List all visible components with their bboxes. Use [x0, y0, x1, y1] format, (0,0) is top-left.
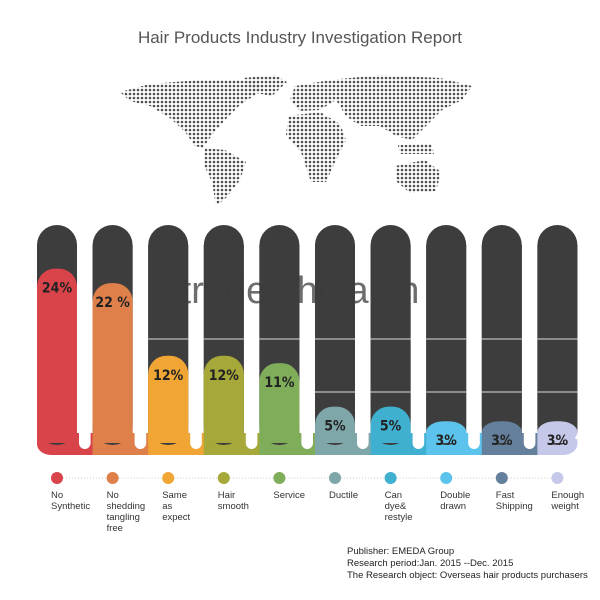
legend-dot: [217, 472, 230, 484]
category-label-line: smooth: [217, 501, 249, 512]
australia-shape: [395, 160, 441, 193]
legend-dot: [106, 472, 119, 484]
bar-gap: [523, 215, 536, 449]
bar-fill: [426, 439, 467, 443]
bar-fill: [37, 286, 77, 443]
value-label: 22 %: [95, 295, 130, 311]
bar-gap: [79, 215, 91, 449]
category-label: Ductile: [329, 490, 389, 501]
greenland-shape: [243, 75, 287, 96]
value-label: 24%: [42, 281, 73, 297]
value-label: 3%: [491, 433, 513, 449]
bar-fill: [315, 424, 355, 443]
category-label-line: Fast: [495, 490, 515, 501]
value-label: 5%: [380, 419, 402, 435]
value-label: 5%: [324, 419, 346, 435]
legend-dot: [495, 472, 508, 484]
category-label-line: free: [106, 523, 123, 534]
category-label-line: Hair: [217, 490, 236, 501]
value-label: 3%: [547, 433, 569, 449]
category-label-line: expect: [162, 512, 191, 523]
chart-title: Hair Products Industry Investigation Rep…: [137, 28, 463, 47]
category-label-line: Service: [273, 490, 306, 501]
bar-fill: [203, 373, 244, 443]
research-period-line: Research period:Jan. 2015 --Dec. 2015: [347, 558, 514, 569]
category-label: Double drawn: [440, 490, 500, 512]
category-label: Service: [273, 490, 333, 501]
asia-shape: [330, 75, 472, 140]
category-label: Fast Shipping: [496, 490, 556, 512]
bar-fill: [370, 424, 411, 443]
value-label: 3%: [436, 433, 458, 449]
research-object-line: The Research object: Overseas hair produ…: [347, 570, 588, 581]
bar-fill: [481, 439, 522, 443]
category-label-line: drawn: [440, 501, 467, 512]
category-label: Hair smooth: [218, 490, 278, 512]
bar-fill: [537, 439, 578, 443]
bar-gap: [245, 215, 258, 449]
legend-dot: [162, 472, 175, 484]
bar-gap: [412, 215, 425, 449]
bar-gap: [134, 215, 147, 449]
indonesia-shape: [398, 144, 434, 154]
bar-gap: [357, 215, 369, 449]
category-label-line: Ductile: [329, 490, 359, 501]
legend-dot: [551, 472, 564, 484]
bar-gap: [301, 215, 313, 449]
bar-gap: [190, 215, 202, 449]
bar-gap: [468, 215, 480, 449]
category-label: Enough weight: [551, 490, 600, 512]
category-label-line: tangling: [106, 512, 140, 523]
category-label-line: Synthetic: [51, 501, 91, 512]
category-label-line: Enough: [551, 490, 585, 501]
legend-dot: [440, 472, 453, 484]
legend-dot: [51, 472, 63, 484]
legend-dot: [273, 472, 286, 484]
value-label: 11%: [264, 375, 295, 391]
north-america-shape: [120, 80, 262, 148]
watermark: trade.china.cn: [180, 270, 420, 312]
bar-fill: [426, 421, 467, 443]
category-label: Same as expect: [162, 490, 222, 523]
category-label: Can dye& restyle: [385, 490, 445, 523]
category-label-line: Same: [162, 490, 188, 501]
bar-fill: [148, 373, 189, 443]
category-label-line: Shipping: [495, 501, 533, 512]
category-label-line: as: [162, 501, 173, 512]
dotted-world-map-icon: [120, 75, 472, 206]
south-america-shape: [204, 148, 246, 206]
category-label-line: No: [51, 490, 64, 501]
category-label-line: dye&: [384, 501, 407, 512]
category-label-line: Double: [440, 490, 471, 501]
bar-fill: [259, 381, 300, 443]
legend-dot: [384, 472, 397, 484]
category-label-line: shedding: [106, 501, 146, 512]
category-label-line: weight: [551, 501, 579, 512]
category-label-line: restyle: [384, 512, 413, 523]
legend-dot: [329, 472, 341, 484]
category-label-line: Can: [384, 490, 403, 501]
category-label: No Synthetic: [51, 490, 111, 512]
africa-shape: [286, 112, 346, 182]
bar-fill: [537, 421, 578, 443]
value-label: 12%: [209, 368, 240, 384]
bar-fill: [92, 301, 133, 443]
category-label: No shedding tangling free: [107, 490, 167, 534]
publisher-line: Publisher: EMEDA Group: [347, 546, 455, 557]
europe-shape: [290, 80, 336, 111]
value-label: 12%: [153, 368, 184, 384]
category-label-line: No: [106, 490, 119, 501]
bar-fill: [481, 421, 522, 443]
